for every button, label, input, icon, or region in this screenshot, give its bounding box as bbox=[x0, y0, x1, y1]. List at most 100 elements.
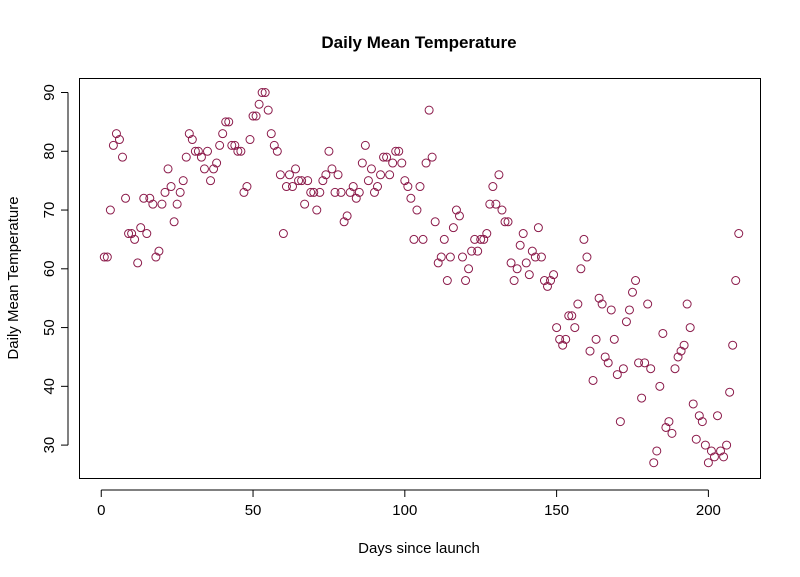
data-point bbox=[594, 293, 604, 303]
data-point bbox=[418, 234, 428, 244]
data-point bbox=[151, 252, 161, 262]
data-point bbox=[409, 234, 419, 244]
data-point bbox=[661, 422, 671, 432]
x-tick-label: 200 bbox=[696, 502, 721, 519]
data-point bbox=[373, 182, 382, 192]
data-point bbox=[281, 182, 291, 192]
data-point bbox=[719, 452, 729, 462]
data-point bbox=[628, 287, 637, 297]
data-point bbox=[631, 276, 641, 286]
data-point bbox=[454, 211, 464, 221]
data-point bbox=[315, 187, 325, 197]
data-point bbox=[467, 246, 477, 256]
data-point bbox=[658, 328, 668, 338]
data-point bbox=[424, 105, 434, 115]
data-point bbox=[312, 205, 322, 215]
data-point bbox=[716, 446, 726, 456]
data-point bbox=[518, 229, 528, 239]
data-point bbox=[190, 146, 200, 156]
data-point bbox=[555, 334, 565, 344]
data-point bbox=[318, 176, 328, 186]
data-point bbox=[142, 229, 152, 239]
data-point bbox=[212, 158, 222, 168]
data-point bbox=[369, 187, 379, 197]
data-point bbox=[621, 317, 631, 327]
data-point bbox=[145, 193, 155, 203]
y-tick-label: 40 bbox=[41, 378, 58, 395]
data-point bbox=[506, 258, 516, 268]
data-point bbox=[351, 193, 361, 203]
data-point bbox=[181, 152, 191, 162]
data-point bbox=[546, 276, 556, 286]
data-point bbox=[327, 164, 337, 174]
data-point bbox=[415, 182, 425, 192]
data-point bbox=[306, 187, 316, 197]
data-point bbox=[230, 140, 240, 150]
data-point bbox=[530, 252, 540, 262]
data-point bbox=[691, 434, 701, 444]
data-point bbox=[400, 176, 410, 186]
data-point bbox=[612, 370, 622, 380]
data-point bbox=[430, 217, 440, 227]
data-point bbox=[552, 323, 562, 333]
data-point bbox=[709, 452, 719, 462]
data-point bbox=[512, 264, 522, 274]
data-point bbox=[615, 417, 625, 427]
data-point bbox=[345, 187, 355, 197]
data-point bbox=[354, 187, 364, 197]
x-tick-label: 100 bbox=[392, 502, 417, 519]
data-point bbox=[603, 358, 613, 368]
data-point bbox=[184, 129, 194, 139]
data-point bbox=[670, 364, 680, 374]
data-point bbox=[360, 140, 370, 150]
data-point bbox=[549, 270, 559, 280]
data-point bbox=[573, 299, 583, 309]
data-point bbox=[108, 140, 118, 150]
data-point bbox=[121, 193, 131, 203]
data-point bbox=[291, 164, 301, 174]
data-point bbox=[561, 334, 571, 344]
data-point bbox=[397, 158, 407, 168]
data-point bbox=[239, 187, 249, 197]
data-point bbox=[433, 258, 443, 268]
data-point bbox=[330, 187, 340, 197]
data-point bbox=[275, 170, 285, 180]
data-point bbox=[175, 187, 185, 197]
data-point bbox=[652, 446, 662, 456]
data-point bbox=[442, 276, 452, 286]
data-point bbox=[448, 223, 458, 233]
data-point bbox=[111, 129, 121, 139]
data-point bbox=[570, 323, 580, 333]
data-point bbox=[394, 146, 404, 156]
data-point bbox=[682, 299, 692, 309]
data-point bbox=[251, 111, 261, 121]
data-point bbox=[521, 258, 531, 268]
data-point bbox=[169, 217, 179, 227]
data-point bbox=[713, 411, 722, 421]
data-point bbox=[248, 111, 258, 121]
data-point bbox=[324, 146, 334, 156]
data-point bbox=[114, 135, 124, 145]
data-point bbox=[637, 393, 647, 403]
data-point bbox=[503, 217, 513, 227]
data-point bbox=[163, 164, 173, 174]
data-point bbox=[321, 170, 331, 180]
data-point bbox=[288, 182, 297, 192]
x-tick-label: 150 bbox=[544, 502, 569, 519]
data-point bbox=[196, 152, 206, 162]
data-point bbox=[649, 458, 659, 468]
data-point bbox=[236, 146, 246, 156]
y-axis-label: Daily Mean Temperature bbox=[5, 196, 22, 359]
data-point bbox=[524, 270, 534, 280]
data-point bbox=[458, 252, 467, 262]
data-point bbox=[536, 252, 546, 262]
data-point bbox=[309, 187, 319, 197]
data-point bbox=[500, 217, 510, 227]
data-point bbox=[685, 323, 695, 333]
x-axis: 0 50 100 150 200 bbox=[97, 489, 721, 519]
data-point bbox=[606, 305, 616, 315]
data-point bbox=[476, 234, 486, 244]
data-point bbox=[118, 152, 127, 162]
data-point bbox=[436, 252, 446, 262]
data-point bbox=[102, 252, 112, 262]
